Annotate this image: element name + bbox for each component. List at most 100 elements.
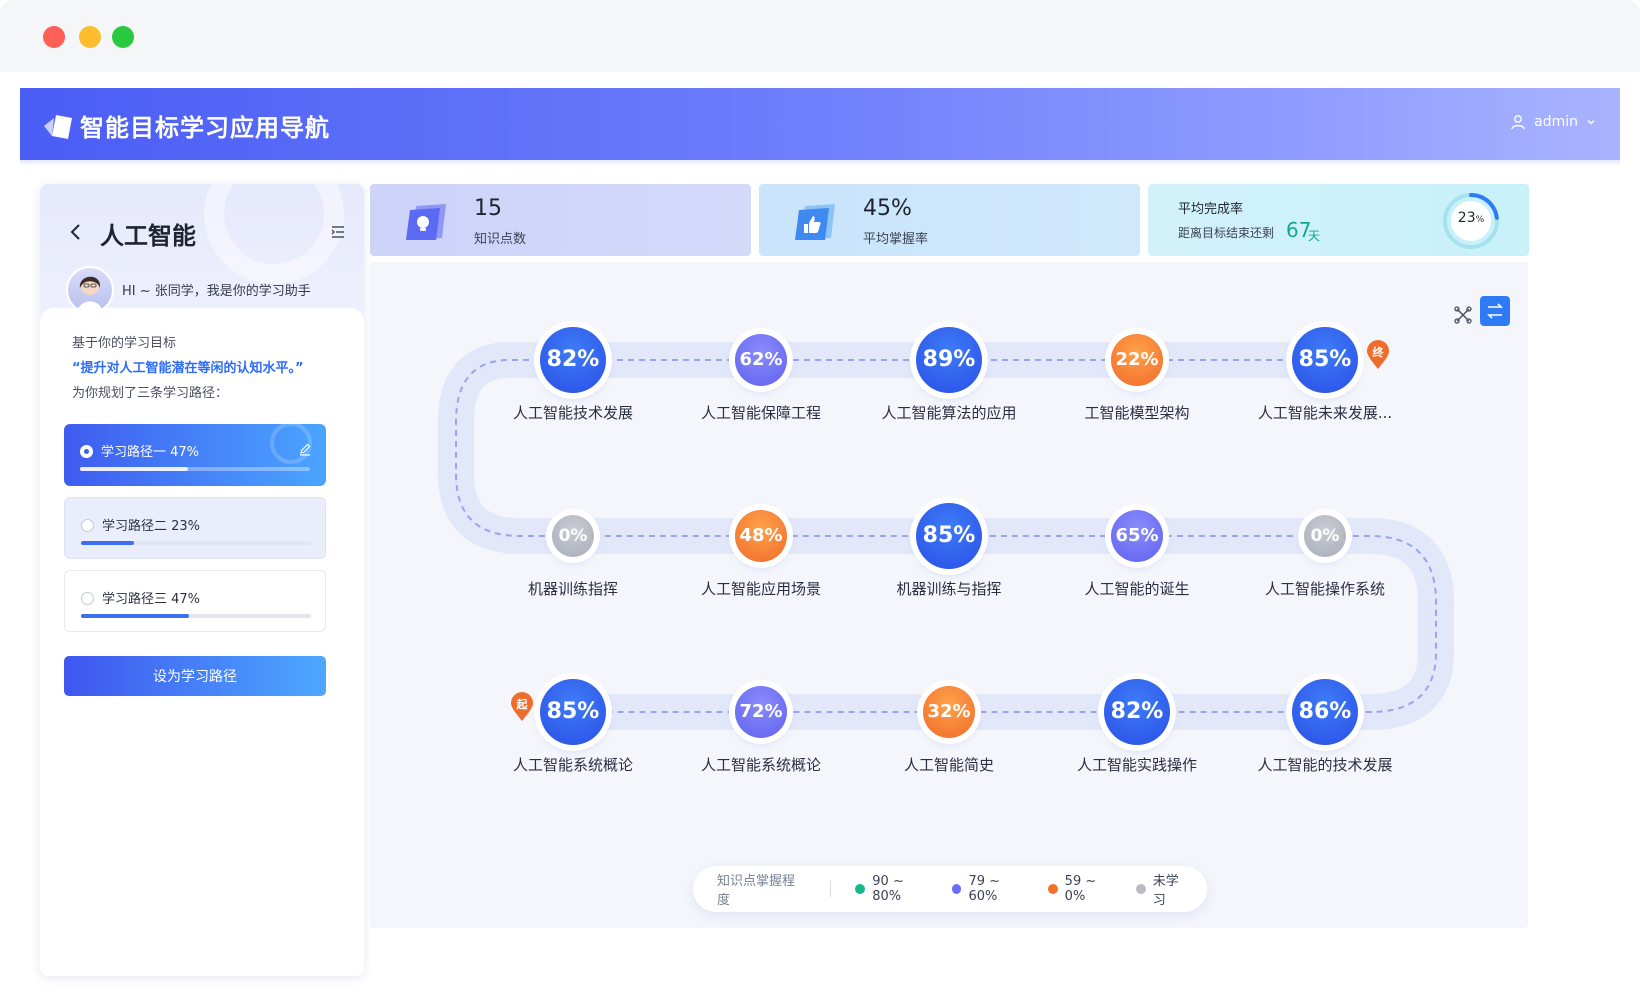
path-progress-fill — [81, 541, 134, 545]
node-label: 人工智能简史 — [903, 756, 994, 774]
decorative-circle — [270, 422, 312, 464]
legend-dot — [951, 884, 962, 894]
legend-dot — [1047, 884, 1058, 894]
legend-label: 90 ~ 80% — [872, 874, 904, 904]
path-label: 学习路径三 47% — [102, 592, 201, 607]
path-radio[interactable] — [80, 445, 93, 458]
legend-label: 79 ~ 60% — [968, 874, 1001, 904]
set-learning-path-button[interactable]: 设为学习路径 — [64, 656, 326, 696]
legend-divider — [830, 881, 832, 897]
remaining-label: 距离目标结束还剩 — [1178, 226, 1275, 240]
window-titlebar — [0, 0, 1640, 72]
node-label: 人工智能的技术发展 — [1257, 756, 1393, 774]
node-mastery-badge: 82% — [1104, 679, 1170, 745]
path-option-2[interactable]: 学习路径二 23% — [64, 497, 326, 559]
app-body: 智能目标学习应用导航 admin 人工智能 — [20, 88, 1620, 998]
knowledge-node[interactable]: 62% 人工智能保障工程 — [671, 320, 851, 430]
knowledge-node[interactable]: 72% 人工智能系统概论 — [671, 672, 851, 782]
legend-item: 90 ~ 80% — [855, 874, 935, 904]
path-progress-fill — [80, 467, 189, 471]
legend-title: 知识点掌握程度 — [717, 874, 796, 908]
node-mastery-badge: 32% — [923, 686, 975, 738]
goal-intro: 基于你的学习目标 — [72, 336, 177, 351]
learning-path-panel: 人工智能 HI ~ 张同学，我是你的学习助手 基于你的学习目标 — [40, 184, 364, 976]
back-arrow-icon[interactable] — [68, 222, 84, 242]
legend-label: 59 ~ 0% — [1064, 874, 1097, 904]
start-marker-label: 起 — [516, 698, 528, 711]
top-header: 智能目标学习应用导航 admin — [20, 88, 1620, 166]
knowledge-node[interactable]: 48% 人工智能应用场景 — [671, 496, 851, 606]
node-label: 人工智能操作系统 — [1264, 580, 1385, 598]
knowledge-node[interactable]: 89% 人工智能算法的应用 — [859, 320, 1039, 430]
maximize-window-button[interactable] — [112, 26, 134, 48]
completion-title: 平均完成率 — [1178, 202, 1244, 217]
switch-icon — [1487, 303, 1503, 319]
knowledge-node[interactable]: 0% 人工智能操作系统 — [1235, 496, 1415, 606]
minimize-window-button[interactable] — [79, 26, 101, 48]
goal-summary: 为你规划了三条学习路径： — [72, 386, 229, 401]
node-mastery-badge: 0% — [1304, 515, 1346, 557]
knowledge-node[interactable]: 86% 人工智能的技术发展 — [1235, 672, 1415, 782]
completion-value: 23 — [1457, 210, 1476, 226]
node-mastery-badge: 85% — [916, 503, 982, 569]
path-radio[interactable] — [81, 592, 94, 605]
node-label: 人工智能算法的应用 — [881, 404, 1017, 422]
assistant-greeting: HI ~ 张同学，我是你的学习助手 — [122, 284, 311, 299]
chevron-down-icon — [1587, 120, 1595, 125]
decorative-circle — [204, 184, 344, 284]
user-menu[interactable]: admin — [1510, 114, 1596, 130]
path-progress-fill — [81, 614, 190, 618]
knowledge-node[interactable]: 85% 人工智能未来发展... — [1235, 320, 1415, 430]
lightbulb-icon — [406, 204, 446, 240]
assistant-avatar — [66, 266, 114, 314]
node-label: 人工智能实践操作 — [1076, 756, 1197, 774]
path-label: 学习路径二 23% — [102, 519, 201, 534]
knowledge-node[interactable]: 82% 人工智能技术发展 — [483, 320, 663, 430]
knowledge-node[interactable]: 85% 人工智能系统概论 — [483, 672, 663, 782]
node-mastery-badge: 82% — [540, 327, 606, 393]
path-label: 学习路径一 47% — [101, 445, 200, 460]
knowledge-node[interactable]: 65% 人工智能的诞生 — [1047, 496, 1227, 606]
path-radio[interactable] — [81, 519, 94, 532]
legend-item: 未学习 — [1135, 870, 1191, 908]
knowledge-node[interactable]: 32% 人工智能简史 — [859, 672, 1039, 782]
node-label: 机器训练与指挥 — [896, 580, 1002, 598]
legend-label: 未学习 — [1152, 874, 1179, 908]
panel-header: 人工智能 HI ~ 张同学，我是你的学习助手 — [40, 184, 364, 319]
node-mastery-badge: 22% — [1111, 334, 1163, 386]
thumbs-up-icon — [795, 204, 835, 240]
node-mastery-badge: 85% — [540, 679, 606, 745]
close-window-button[interactable] — [43, 26, 65, 48]
mastery-rate-label: 平均掌握率 — [863, 232, 929, 247]
switch-view-button[interactable] — [1480, 296, 1510, 326]
knowledge-node[interactable]: 82% 人工智能实践操作 — [1047, 672, 1227, 782]
path-progress-track — [80, 467, 310, 471]
path-option-3[interactable]: 学习路径三 47% — [64, 570, 326, 632]
legend-dot — [855, 884, 866, 894]
edit-icon[interactable] — [298, 442, 312, 456]
learning-route-map: 82% 人工智能技术发展 62% 人工智能保障工程 89% 人工智能算法的应用 22% 工智能… — [370, 262, 1528, 928]
path-option-1[interactable]: 学习路径一 47% — [64, 422, 326, 486]
path-list-section: 基于你的学习目标 “提升对人工智能潜在等闲的认知水平。” 为你规划了三条学习路径… — [40, 308, 364, 976]
start-marker: 起 — [510, 692, 534, 722]
knowledge-node[interactable]: 85% 机器训练与指挥 — [859, 496, 1039, 606]
node-mastery-badge: 62% — [735, 334, 787, 386]
node-mastery-badge: 48% — [735, 510, 787, 562]
node-mastery-badge: 0% — [552, 515, 594, 557]
knowledge-count-label: 知识点数 — [474, 232, 527, 247]
path-progress-track — [81, 614, 311, 618]
completion-unit: % — [1475, 215, 1485, 225]
node-label: 人工智能的诞生 — [1084, 580, 1190, 598]
legend-item: 59 ~ 0% — [1047, 874, 1120, 904]
knowledge-node[interactable]: 0% 机器训练指挥 — [483, 496, 663, 606]
mastery-rate: 45% — [863, 196, 912, 221]
legend-item: 79 ~ 60% — [951, 874, 1032, 904]
knowledge-count-card: 15 知识点数 — [370, 184, 751, 256]
knowledge-node[interactable]: 22% 工智能模型架构 — [1047, 320, 1227, 430]
node-label: 人工智能技术发展 — [512, 404, 633, 422]
user-name: admin — [1534, 114, 1578, 130]
knowledge-count: 15 — [474, 196, 502, 221]
menu-collapse-icon[interactable] — [330, 224, 346, 240]
fullscreen-icon[interactable] — [1452, 304, 1474, 326]
